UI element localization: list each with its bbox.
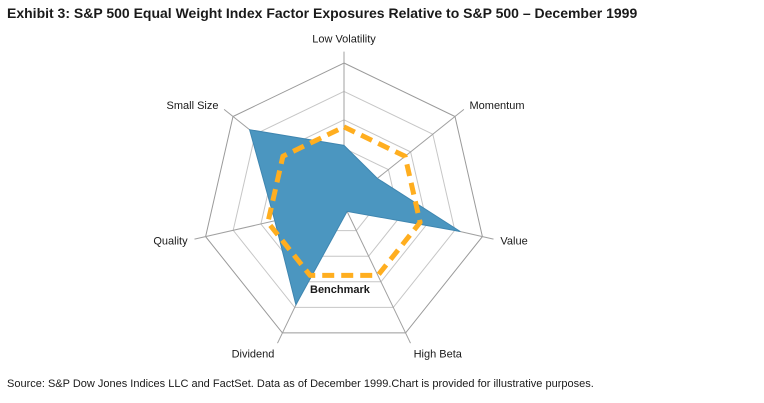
axis-label-high-beta: High Beta: [414, 349, 463, 361]
axis-label-low-volatility: Low Volatility: [312, 34, 376, 46]
axis-label-dividend: Dividend: [232, 349, 275, 361]
benchmark-annotation: Benchmark: [310, 284, 371, 296]
axis-labels: Low Volatility Momentum Value High Beta Divi…: [153, 34, 527, 361]
grid-ring-5: [205, 62, 483, 334]
equal-weight-area: [248, 129, 461, 307]
axis-label-value: Value: [500, 236, 527, 248]
axis-label-small-size: Small Size: [167, 100, 219, 112]
axis-label-momentum: Momentum: [470, 100, 525, 112]
series-benchmark: [265, 124, 423, 278]
series-equal-weight: [248, 129, 461, 307]
grid-ring-4: [232, 90, 456, 308]
source-note: Source: S&P Dow Jones Indices LLC and Fa…: [7, 378, 594, 390]
benchmark-line: [265, 124, 423, 278]
spoke-high-beta: [343, 204, 411, 344]
chart-title: Exhibit 3: S&P 500 Equal Weight Index Fa…: [7, 5, 638, 21]
axis-label-quality: Quality: [153, 236, 188, 248]
